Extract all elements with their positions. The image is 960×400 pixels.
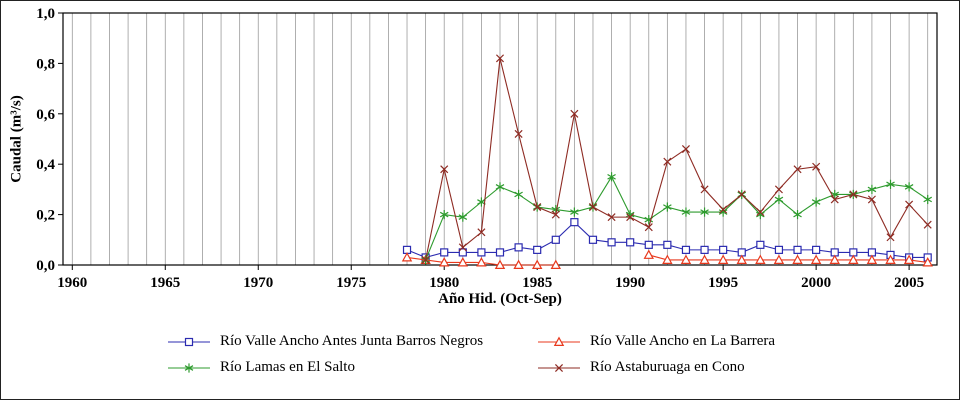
svg-text:1,0: 1,0 [36,6,55,22]
svg-text:1965: 1965 [150,275,180,291]
legend-marker-x-icon [538,363,580,372]
svg-text:2005: 2005 [894,275,924,291]
svg-text:2000: 2000 [801,275,831,291]
svg-text:0,6: 0,6 [36,107,55,123]
svg-text:0,8: 0,8 [36,56,55,72]
legend: Río Valle Ancho Antes Junta Barros Negro… [166,333,776,375]
svg-text:1960: 1960 [57,275,87,291]
legend-label: Río Valle Ancho Antes Junta Barros Negro… [220,333,484,349]
svg-text:0,4: 0,4 [36,157,55,173]
svg-text:0,2: 0,2 [36,208,55,224]
legend-item-valle-ancho-antes-junta: Río Valle Ancho Antes Junta Barros Negro… [166,333,536,349]
legend-item-astaburuaga-en-cono: Río Astaburuaga en Cono [536,359,775,375]
svg-text:1980: 1980 [429,275,459,291]
svg-text:1970: 1970 [243,275,273,291]
svg-text:1995: 1995 [708,275,738,291]
legend-label: Río Valle Ancho en La Barrera [590,333,776,349]
legend-item-lamas-el-salto: Río Lamas en El Salto [166,359,536,375]
svg-text:1990: 1990 [615,275,645,291]
legend-item-valle-ancho-la-barrera: Río Valle Ancho en La Barrera [536,333,776,349]
legend-marker-triangle-icon [538,336,580,346]
legend-marker-square-icon [168,337,210,346]
legend-label: Río Astaburuaga en Cono [590,359,745,375]
svg-text:0,0: 0,0 [36,258,55,274]
svg-text:1985: 1985 [522,275,552,291]
svg-text:1975: 1975 [336,275,366,291]
x-axis-label: Año Hid. (Oct-Sep) [438,291,562,307]
legend-marker-asterisk-icon [168,362,210,373]
plot-area: 0,0 0,2 0,4 0,6 0,8 1,0 1960 1965 1970 1975 1980 19… [36,6,938,291]
legend-label: Río Lamas en El Salto [220,359,355,375]
